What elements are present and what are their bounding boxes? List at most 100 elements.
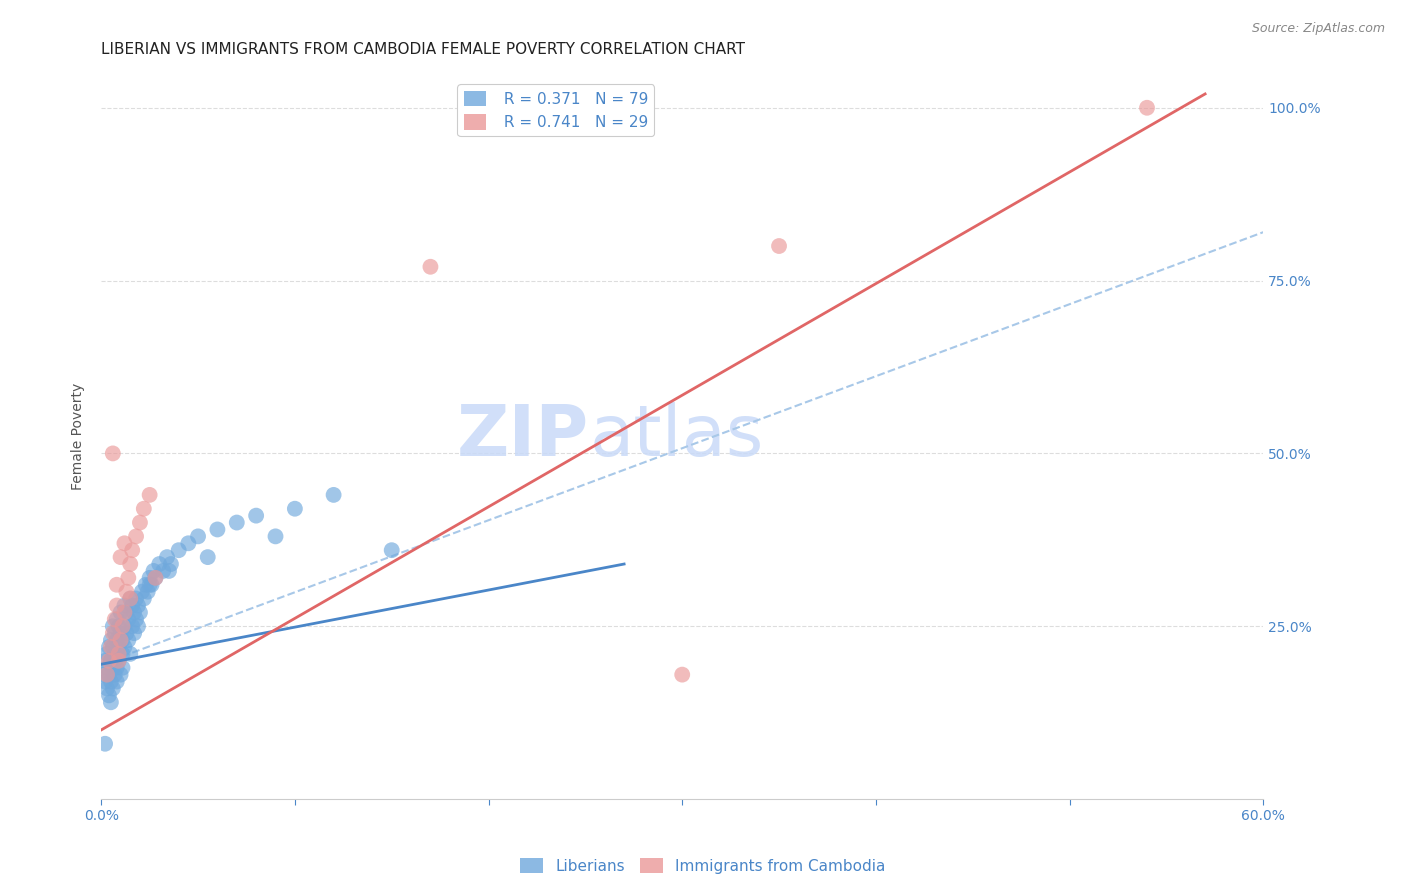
Point [245, 508, 267, 523]
Point [120, 591, 142, 606]
Point [101, 619, 124, 633]
Point [107, 654, 129, 668]
Point [96, 661, 118, 675]
Point [419, 260, 441, 274]
Point [111, 633, 134, 648]
Point [225, 516, 247, 530]
Point [104, 654, 127, 668]
Point [100, 695, 122, 709]
Point [107, 647, 129, 661]
Point [121, 599, 143, 613]
Point [96, 647, 118, 661]
Point [115, 584, 138, 599]
Point [114, 640, 136, 654]
Point [104, 667, 127, 681]
Text: LIBERIAN VS IMMIGRANTS FROM CAMBODIA FEMALE POVERTY CORRELATION CHART: LIBERIAN VS IMMIGRANTS FROM CAMBODIA FEM… [101, 42, 745, 57]
Point [115, 606, 138, 620]
Point [120, 591, 142, 606]
Point [97, 689, 120, 703]
Point [127, 599, 149, 613]
Point [160, 557, 183, 571]
Point [100, 674, 122, 689]
Point [115, 626, 138, 640]
Point [110, 633, 132, 648]
Point [114, 536, 136, 550]
Point [121, 543, 143, 558]
Legend:  R = 0.371   N = 79,  R = 0.741   N = 29: R = 0.371 N = 79, R = 0.741 N = 29 [457, 85, 654, 136]
Point [131, 584, 153, 599]
Text: Source: ZipAtlas.com: Source: ZipAtlas.com [1251, 22, 1385, 36]
Point [100, 633, 122, 648]
Point [122, 626, 145, 640]
Point [107, 619, 129, 633]
Point [177, 536, 200, 550]
Point [111, 661, 134, 675]
Point [105, 578, 128, 592]
Point [101, 640, 124, 654]
Point [142, 564, 165, 578]
Point [381, 543, 404, 558]
Point [100, 654, 122, 668]
Point [129, 516, 152, 530]
Point [138, 571, 160, 585]
Y-axis label: Female Poverty: Female Poverty [72, 383, 86, 490]
Point [117, 633, 139, 648]
Point [110, 606, 132, 620]
Point [96, 667, 118, 681]
Point [110, 550, 132, 565]
Point [97, 667, 120, 681]
Point [671, 667, 693, 681]
Point [148, 557, 170, 571]
Point [101, 681, 124, 696]
Point [157, 564, 180, 578]
Point [114, 619, 136, 633]
Point [94, 737, 117, 751]
Point [100, 640, 122, 654]
Point [156, 550, 179, 565]
Point [264, 529, 287, 543]
Point [284, 501, 307, 516]
Point [104, 647, 127, 661]
Point [107, 654, 129, 668]
Point [132, 501, 155, 516]
Point [101, 661, 124, 675]
Point [94, 674, 117, 689]
Point [96, 681, 118, 696]
Point [97, 640, 120, 654]
Point [152, 564, 174, 578]
Point [768, 239, 790, 253]
Point [105, 674, 128, 689]
Point [207, 523, 229, 537]
Point [111, 647, 134, 661]
Point [114, 606, 136, 620]
Point [110, 626, 132, 640]
Point [138, 578, 160, 592]
Point [145, 571, 167, 585]
Point [94, 654, 117, 668]
Point [125, 612, 148, 626]
Point [114, 599, 136, 613]
Text: ZIP: ZIP [457, 401, 589, 471]
Point [117, 571, 139, 585]
Point [117, 612, 139, 626]
Point [105, 661, 128, 675]
Point [105, 599, 128, 613]
Point [1136, 101, 1159, 115]
Point [197, 550, 219, 565]
Point [100, 654, 122, 668]
Point [125, 591, 148, 606]
Point [120, 647, 142, 661]
Point [129, 606, 152, 620]
Point [127, 619, 149, 633]
Point [101, 626, 124, 640]
Point [105, 633, 128, 648]
Point [91, 667, 114, 681]
Point [104, 626, 127, 640]
Point [120, 557, 142, 571]
Point [145, 571, 167, 585]
Legend: Liberians, Immigrants from Cambodia: Liberians, Immigrants from Cambodia [515, 852, 891, 880]
Point [97, 654, 120, 668]
Point [125, 529, 148, 543]
Point [136, 584, 159, 599]
Point [141, 578, 163, 592]
